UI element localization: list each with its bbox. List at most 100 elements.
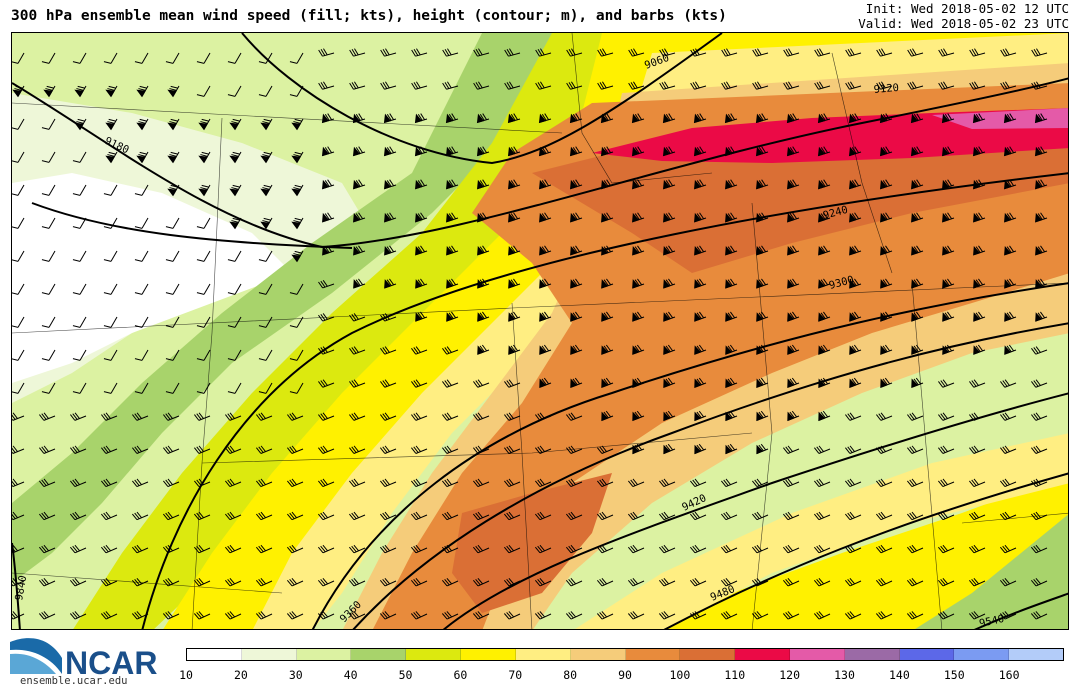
wind-barb (875, 611, 893, 620)
wind-barb (131, 611, 149, 620)
wind-barb (751, 577, 769, 587)
wind-barb (348, 611, 366, 620)
wind-barb (167, 184, 180, 197)
colorbar-swatch (735, 649, 790, 660)
wind-barb (477, 245, 490, 256)
wind-barb (597, 48, 614, 57)
wind-barb (720, 611, 738, 620)
wind-barb (756, 245, 769, 256)
wind-barb (69, 577, 87, 587)
wind-barb (291, 184, 304, 197)
wind-barb (1031, 412, 1048, 421)
wind-barb (224, 611, 242, 620)
wind-barb (782, 544, 800, 554)
wind-barb (229, 151, 242, 164)
wind-barb (848, 146, 862, 157)
wind-barb (1031, 379, 1048, 388)
wind-barb (907, 412, 924, 421)
wind-barb (352, 179, 366, 190)
wind-barb (445, 179, 459, 190)
wind-barb (229, 184, 242, 197)
contour-label-9540: 9540 (978, 613, 1005, 630)
wind-barb (12, 316, 25, 328)
wind-barb (755, 113, 769, 124)
colorbar-swatch (789, 649, 845, 660)
wind-barb (596, 511, 614, 521)
wind-barb (538, 146, 552, 157)
wind-barb (663, 443, 676, 455)
wind-barb (318, 280, 335, 289)
wind-barb (380, 379, 397, 388)
wind-barb (968, 611, 986, 620)
wind-barb (876, 48, 893, 57)
wind-barb (132, 412, 149, 421)
ncar-logo: NCAR (10, 634, 160, 690)
colorbar-swatch (406, 649, 462, 660)
wind-barb (38, 611, 56, 620)
wind-barb (476, 179, 490, 190)
wind-barb (663, 212, 676, 223)
wind-barb (535, 445, 552, 454)
wind-barb (380, 48, 397, 57)
wind-barb (442, 445, 459, 454)
wind-barb (476, 113, 490, 124)
wind-barb (72, 316, 87, 328)
wind-barb (787, 245, 800, 256)
wind-barb (72, 151, 87, 163)
wind-barb (446, 245, 459, 256)
wind-barb (938, 412, 955, 421)
wind-barb (12, 85, 25, 98)
wind-barb (570, 245, 583, 256)
wind-barb (100, 544, 118, 554)
wind-barb (255, 478, 273, 488)
wind-barb (818, 245, 831, 256)
wind-barb (756, 410, 769, 422)
wind-barb (1000, 445, 1017, 454)
wind-barb (105, 85, 118, 98)
wind-barb (353, 212, 366, 223)
wind-barb (570, 344, 583, 355)
wind-barb (911, 311, 924, 322)
wind-barb (410, 544, 428, 554)
wind-barb (291, 151, 304, 164)
wind-barb (289, 316, 304, 328)
wind-barb (384, 245, 397, 256)
wind-barb (317, 478, 335, 488)
wind-barb (12, 217, 25, 229)
wind-barb (787, 377, 800, 389)
wind-barb (786, 113, 800, 124)
wind-barb (565, 544, 583, 554)
wind-barb (196, 349, 211, 361)
wind-barb (662, 146, 676, 157)
wind-barb (508, 245, 521, 256)
wind-barb (569, 179, 583, 190)
wind-barb (380, 412, 397, 421)
wind-barb (103, 217, 118, 229)
wind-barb (721, 48, 738, 57)
wind-barb (756, 377, 769, 389)
wind-barb (165, 349, 180, 361)
wind-barb (224, 544, 242, 554)
wind-barb (756, 344, 769, 355)
wind-barb (570, 212, 583, 223)
wind-barb (876, 412, 893, 421)
wind-barb (844, 478, 862, 488)
map-canvas: 9060 9120 9180 9240 9300 9360 9420 9480 … (12, 33, 1068, 630)
wind-barb (165, 283, 180, 295)
wind-barb (415, 212, 428, 223)
wind-barb (1034, 146, 1048, 157)
wind-barb (441, 611, 459, 620)
wind-barb (165, 250, 180, 262)
wind-barb (1035, 278, 1048, 289)
wind-barb (12, 511, 25, 521)
wind-barb (380, 445, 397, 454)
wind-barb (258, 250, 273, 262)
wind-barb (379, 511, 397, 521)
wind-barb (938, 81, 955, 90)
wind-barb (632, 410, 645, 422)
wind-barb (198, 118, 211, 131)
wind-barb (535, 81, 552, 90)
wind-barb (72, 52, 87, 64)
wind-barb (255, 544, 273, 554)
wind-barb (229, 118, 242, 131)
